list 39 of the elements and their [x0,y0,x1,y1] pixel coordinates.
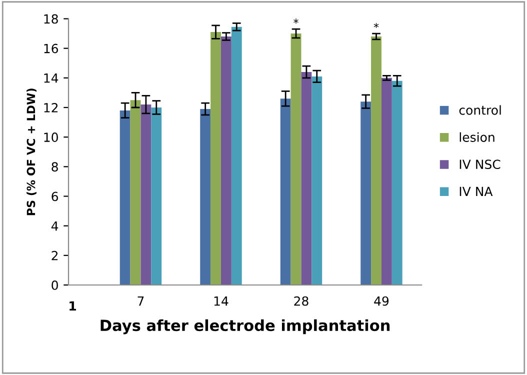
bar [130,100,141,285]
y-tick-label: 6 [52,192,58,202]
y-tick-label: 18 [44,14,58,24]
legend-label: control [459,105,501,115]
bar [231,26,242,285]
bar [392,80,402,285]
y-tick-label: 0 [52,280,58,290]
bar [290,34,302,285]
bar [280,98,291,285]
annotation: * [374,22,379,28]
legend-label: IV NSC [460,160,500,170]
x-tick-label: 49 [374,296,389,306]
bar [151,108,162,285]
legend-label: IV NA [460,186,493,196]
bar [200,108,211,285]
bar [120,110,130,285]
y-tick-label: 2 [52,250,58,260]
x-tick-label: 14 [214,296,228,306]
y-tick-label: 12 [44,102,58,112]
y-tick-label: 10 [44,132,58,142]
y-tick-label: 16 [44,44,58,54]
bar [381,78,392,285]
y-tick-label: 8 [52,162,58,172]
x-axis-title: Days after electrode implantation [100,319,390,334]
y-tick-label: 4 [51,221,58,231]
bar [140,104,152,285]
bar [312,76,322,285]
bar [301,72,312,285]
x-tick-label: 28 [294,296,308,306]
bar [371,36,382,285]
y-tick-label: 14 [44,74,58,83]
y-axis-title: PS (% OF VC + LDW) [26,88,36,216]
annotation: * [294,18,298,24]
bar [360,102,372,285]
bar [220,36,232,285]
bar [210,32,221,285]
text: 1 [70,301,76,310]
legend-label: lesion [460,132,494,142]
x-tick-label: 7 [138,296,144,306]
